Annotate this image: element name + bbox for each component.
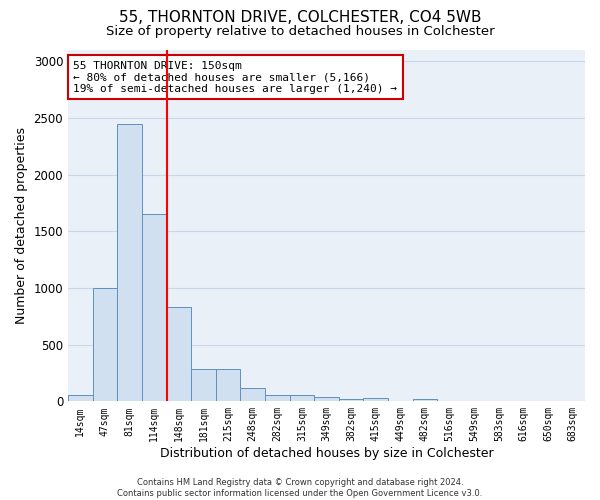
Bar [191, 369, 216, 402]
Bar [142, 214, 167, 402]
Bar [314, 398, 339, 402]
Bar [167, 308, 191, 402]
Bar [241, 388, 265, 402]
Text: 55, THORNTON DRIVE, COLCHESTER, CO4 5WB: 55, THORNTON DRIVE, COLCHESTER, CO4 5WB [119, 10, 481, 25]
Text: 55 THORNTON DRIVE: 150sqm
← 80% of detached houses are smaller (5,166)
19% of se: 55 THORNTON DRIVE: 150sqm ← 80% of detac… [73, 60, 397, 94]
Text: Size of property relative to detached houses in Colchester: Size of property relative to detached ho… [106, 25, 494, 38]
Bar [216, 369, 241, 402]
Bar [265, 395, 290, 402]
Bar [117, 124, 142, 402]
Y-axis label: Number of detached properties: Number of detached properties [15, 127, 28, 324]
Bar [92, 288, 117, 402]
Bar [339, 398, 364, 402]
Bar [68, 394, 92, 402]
Bar [290, 395, 314, 402]
X-axis label: Distribution of detached houses by size in Colchester: Distribution of detached houses by size … [160, 447, 493, 460]
Bar [413, 398, 437, 402]
Text: Contains HM Land Registry data © Crown copyright and database right 2024.
Contai: Contains HM Land Registry data © Crown c… [118, 478, 482, 498]
Bar [364, 398, 388, 402]
